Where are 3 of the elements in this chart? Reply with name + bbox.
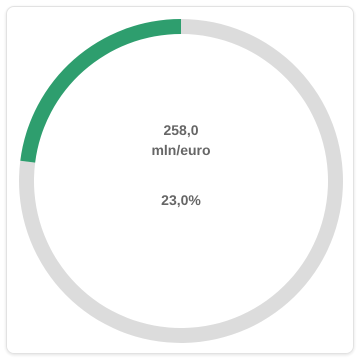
text: 23,0% [161, 192, 202, 208]
text: 258,0 [163, 122, 199, 138]
text: mln/euro [151, 142, 211, 158]
